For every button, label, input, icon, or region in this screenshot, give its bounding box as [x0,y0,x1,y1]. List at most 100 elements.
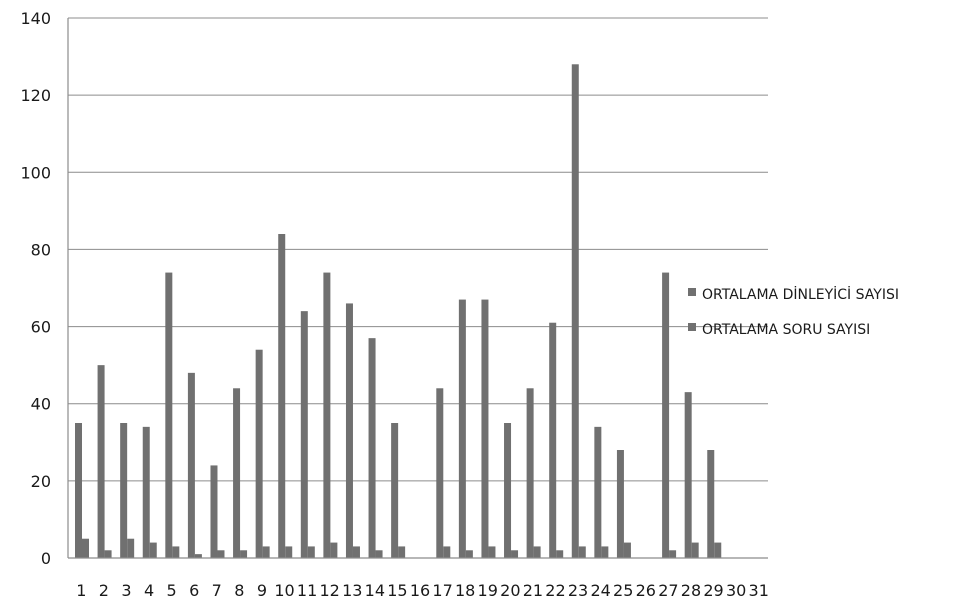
bar-ortalama-dinleyici [368,338,376,558]
bar-ortalama-dinleyici [97,365,105,558]
y-tick-label: 20 [31,472,51,491]
x-tick-label: 12 [319,581,339,600]
x-tick-label: 10 [274,581,294,600]
x-tick-label: 5 [167,581,177,600]
bar-ortalama-soru [691,542,699,558]
bar-ortalama-soru [285,546,293,558]
bar-ortalama-soru [601,546,609,558]
bar-ortalama-soru [443,546,451,558]
bar-ortalama-dinleyici [458,299,466,558]
bar-ortalama-soru [556,550,564,558]
x-tick-label: 4 [144,581,154,600]
bar-ortalama-soru [217,550,225,558]
x-tick-label: 8 [234,581,244,600]
bar-ortalama-soru [149,542,157,558]
x-tick-label: 16 [410,581,430,600]
x-tick-label: 26 [636,581,656,600]
bar-ortalama-dinleyici [391,423,399,558]
bar-ortalama-soru [194,554,202,558]
bar-ortalama-soru [465,550,473,558]
bar-ortalama-soru [714,542,722,558]
bar-ortalama-dinleyici [278,234,286,558]
y-tick-label: 120 [20,86,51,105]
x-tick-label: 28 [681,581,701,600]
bar-ortalama-dinleyici [255,349,263,558]
legend-label: ORTALAMA SORU SAYISI [702,322,870,338]
legend-swatch [688,288,696,296]
bar-ortalama-soru [578,546,586,558]
bar-ortalama-dinleyici [436,388,444,558]
legend-label: ORTALAMA DİNLEYİCİ SAYISI [702,285,899,303]
bar-ortalama-dinleyici [300,311,308,558]
bar-ortalama-dinleyici [616,450,624,558]
y-tick-label: 60 [31,318,51,337]
bar-ortalama-soru [172,546,180,558]
x-tick-label: 3 [121,581,131,600]
bar-ortalama-soru [240,550,248,558]
bar-ortalama-dinleyici [526,388,534,558]
bar-ortalama-dinleyici [345,303,353,558]
bars [75,64,722,559]
bar-ortalama-dinleyici [120,423,128,558]
axes [67,18,768,559]
bar-ortalama-soru [104,550,112,558]
bar-ortalama-dinleyici [684,392,692,558]
bar-ortalama-soru [307,546,315,558]
x-tick-label: 31 [749,581,769,600]
bar-ortalama-dinleyici [75,423,82,558]
y-tick-label: 80 [31,240,51,259]
bar-ortalama-dinleyici [233,388,241,558]
bar-ortalama-soru [352,546,360,558]
x-tick-labels: 1 2 3 4 5 6 7 8 9 10 11 12 13 14 15 16 17 18 19 20 21 22 23 24 2… [76,581,769,600]
bar-ortalama-dinleyici [662,272,670,558]
bar-ortalama-soru [82,538,89,558]
bar-ortalama-dinleyici [210,465,218,558]
bar-ortalama-dinleyici [504,423,512,558]
x-tick-label: 9 [257,581,267,600]
y-tick-label: 40 [31,395,51,414]
bar-ortalama-dinleyici [165,272,173,558]
x-tick-label: 21 [523,581,543,600]
x-tick-label: 11 [297,581,317,600]
bar-ortalama-soru [127,538,135,558]
bar-ortalama-dinleyici [594,426,602,558]
y-tick-label: 140 [20,9,51,28]
x-tick-label: 18 [455,581,475,600]
y-tick-label: 0 [41,549,51,568]
y-tick-label: 100 [20,163,51,182]
bar-ortalama-dinleyici [142,426,150,558]
x-tick-label: 19 [478,581,498,600]
bar-ortalama-soru [669,550,677,558]
bar-ortalama-dinleyici [481,299,489,558]
x-tick-label: 17 [432,581,452,600]
bar-ortalama-soru [330,542,338,558]
x-tick-label: 30 [726,581,746,600]
bar-ortalama-dinleyici [323,272,331,558]
bar-ortalama-soru [533,546,541,558]
x-tick-label: 20 [500,581,520,600]
bar-ortalama-dinleyici [707,450,715,558]
x-tick-label: 24 [590,581,610,600]
x-tick-label: 1 [76,581,86,600]
x-tick-label: 13 [342,581,362,600]
bar-ortalama-soru [375,550,383,558]
bar-ortalama-soru [398,546,406,558]
bar-ortalama-soru [262,546,270,558]
x-tick-label: 6 [189,581,199,600]
x-tick-label: 7 [212,581,222,600]
x-tick-label: 22 [545,581,565,600]
x-tick-label: 15 [387,581,407,600]
bar-ortalama-dinleyici [187,372,195,558]
bar-ortalama-dinleyici [571,64,579,559]
x-tick-label: 25 [613,581,633,600]
bar-ortalama-soru [488,546,496,558]
bar-ortalama-dinleyici [549,322,557,558]
bar-ortalama-soru [623,542,631,558]
x-tick-label: 2 [99,581,109,600]
gridlines [68,17,768,482]
x-tick-label: 29 [703,581,723,600]
x-tick-label: 23 [568,581,588,600]
legend-swatch [688,323,696,331]
y-tick-labels: 0 20 40 60 80 100 120 140 [20,9,51,568]
